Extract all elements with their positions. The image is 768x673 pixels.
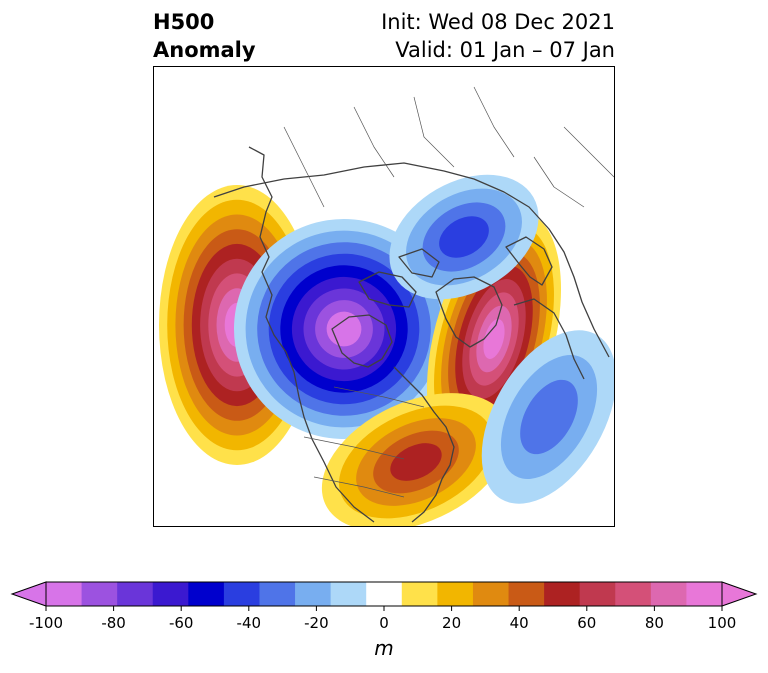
colorbar-bin	[81, 582, 118, 606]
map-title-left: H500 Anomaly	[153, 8, 256, 64]
coastline-eurasia	[213, 162, 610, 358]
coastline-east-na	[393, 366, 455, 523]
colorbar-bin	[472, 582, 510, 606]
colorbar-bin	[615, 582, 652, 606]
contour-east-atlantic-negative-level-3	[520, 379, 578, 455]
title-product: Anomaly	[153, 38, 256, 62]
colorbar-bin	[579, 582, 616, 606]
colorbar-bin	[223, 582, 260, 606]
colorbar-unit-label: m	[374, 636, 394, 660]
coastlines-and-borders	[213, 86, 614, 523]
coastline-west	[248, 146, 375, 523]
colorbar-tick-label: 100	[708, 614, 737, 632]
colorbar-bin	[650, 582, 687, 606]
contour-north-atlantic-positive-level-9	[483, 319, 505, 359]
map-panel	[153, 66, 615, 527]
colorbar-tick-label: 40	[510, 614, 529, 632]
colorbar-extend-low	[10, 581, 47, 607]
colorbar-fill	[10, 581, 758, 607]
colorbar-bin	[152, 582, 189, 606]
colorbar-tick-label: -20	[304, 614, 329, 632]
colorbar-bin	[401, 582, 438, 606]
anomaly-map	[159, 86, 614, 526]
colorbar-bin	[330, 582, 367, 606]
colorbar-bin	[295, 582, 332, 606]
colorbar-bin	[46, 582, 83, 606]
colorbar-bin	[686, 582, 723, 606]
colorbar-tick-label: -60	[169, 614, 194, 632]
colorbar-tick-label: 80	[645, 614, 664, 632]
anomaly-contours	[159, 174, 614, 526]
colorbar-tick-label: 0	[379, 614, 389, 632]
coastline-hudson-bay	[331, 314, 393, 368]
colorbar-extend-high	[721, 581, 758, 607]
title-init-date: Init: Wed 08 Dec 2021	[381, 10, 615, 34]
contour-southeast-us-positive-level-5	[390, 443, 442, 481]
colorbar-bin	[188, 582, 225, 606]
colorbar-bin	[366, 582, 403, 606]
coastline-arctic-islands	[358, 248, 440, 308]
colorbar-tick-label: 20	[442, 614, 461, 632]
colorbar-bin	[259, 582, 296, 606]
map-title-right: Init: Wed 08 Dec 2021 Valid: 01 Jan – 07…	[381, 8, 615, 64]
coastline-europe	[505, 236, 585, 380]
coastline-greenland	[435, 276, 503, 348]
colorbar-ticks: -100 -80 -60 -40 -20 0 20 40 60 80 100	[29, 606, 736, 632]
colorbar: -100 -80 -60 -40 -20 0 20 40 60 80 100	[10, 581, 758, 632]
country-borders	[283, 86, 614, 498]
colorbar-tick-label: -80	[101, 614, 126, 632]
title-variable: H500	[153, 10, 215, 34]
colorbar-tick-label: -40	[237, 614, 262, 632]
title-valid-range: Valid: 01 Jan – 07 Jan	[395, 38, 615, 62]
contour-north-siberia-negative-level-4	[439, 216, 489, 258]
colorbar-bin	[544, 582, 581, 606]
colorbar-bin	[437, 582, 474, 606]
colorbar-tick-label: 60	[577, 614, 596, 632]
colorbar-tick-label: -100	[29, 614, 63, 632]
colorbar-bin	[508, 582, 545, 606]
colorbar-bin	[117, 582, 154, 606]
